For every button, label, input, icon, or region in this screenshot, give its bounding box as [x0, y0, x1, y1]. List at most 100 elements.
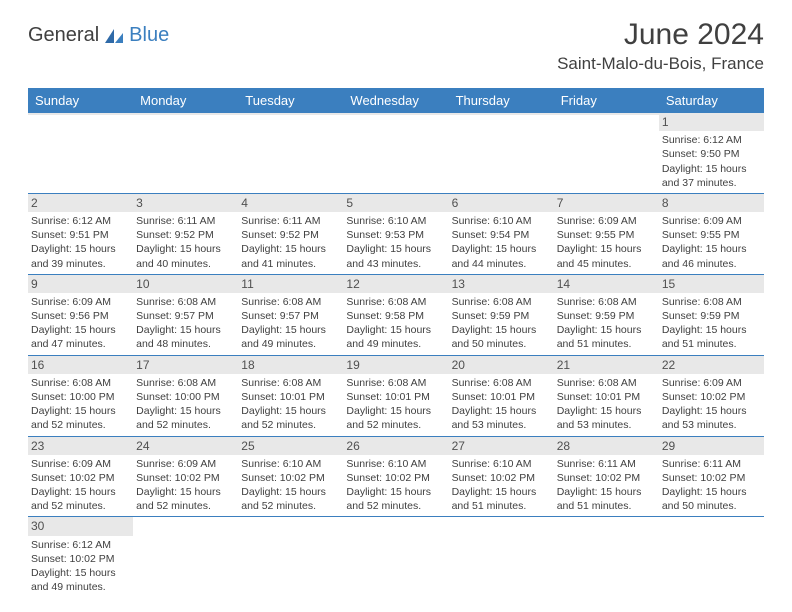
calendar-week-row: 30 Sunrise: 6:12 AMSunset: 10:02 PMDaylig…	[28, 517, 764, 597]
day-number: 25	[238, 437, 343, 455]
title-block: June 2024 Saint-Malo-du-Bois, France	[557, 18, 764, 74]
calendar-day-cell	[133, 517, 238, 597]
calendar-day-cell: 6Sunrise: 6:10 AMSunset: 9:54 PMDaylight…	[449, 193, 554, 274]
calendar-day-cell	[343, 517, 448, 597]
day-number	[343, 113, 448, 115]
day-details: Sunrise: 6:08 AMSunset: 9:59 PMDaylight:…	[662, 295, 761, 352]
day-number: 9	[28, 275, 133, 293]
calendar-day-cell: 30 Sunrise: 6:12 AMSunset: 10:02 PMDaylig…	[28, 517, 133, 597]
day-details: Sunrise: 6:10 AMSunset: 10:02 PMDaylight…	[346, 457, 445, 514]
day-details: Sunrise: 6:12 AMSunset: 9:50 PMDaylight:…	[662, 133, 761, 190]
logo: General Blue	[28, 18, 169, 47]
calendar-day-cell: 25 Sunrise: 6:10 AMSunset: 10:02 PMDaylig…	[238, 436, 343, 517]
day-number: 5	[343, 194, 448, 212]
day-number: 19	[343, 356, 448, 374]
calendar-week-row: 23Sunrise: 6:09 AMSunset: 10:02 PMDaylig…	[28, 436, 764, 517]
day-number: 4	[238, 194, 343, 212]
calendar-day-cell: 5Sunrise: 6:10 AMSunset: 9:53 PMDaylight…	[343, 193, 448, 274]
day-number	[659, 517, 764, 534]
day-number: 16	[28, 356, 133, 374]
day-details: Sunrise: 6:11 AMSunset: 9:52 PMDaylight:…	[241, 214, 340, 271]
day-details: Sunrise: 6:12 AMSunset: 9:51 PMDaylight:…	[31, 214, 130, 271]
day-number	[133, 113, 238, 115]
day-number: 8	[659, 194, 764, 212]
calendar-week-row: 1Sunrise: 6:12 AMSunset: 9:50 PMDaylight…	[28, 113, 764, 193]
day-number: 7	[554, 194, 659, 212]
logo-sail-icon	[103, 27, 125, 45]
day-details: Sunrise: 6:08 AMSunset: 10:01 PMDaylight…	[557, 376, 656, 433]
day-number: 22	[659, 356, 764, 374]
calendar-day-cell	[449, 517, 554, 597]
day-details: Sunrise: 6:08 AMSunset: 9:59 PMDaylight:…	[557, 295, 656, 352]
day-details: Sunrise: 6:08 AMSunset: 9:58 PMDaylight:…	[346, 295, 445, 352]
calendar-week-row: 16Sunrise: 6:08 AMSunset: 10:00 PMDaylig…	[28, 355, 764, 436]
day-number: 20	[449, 356, 554, 374]
day-number: 6	[449, 194, 554, 212]
calendar-day-cell: 1Sunrise: 6:12 AMSunset: 9:50 PMDaylight…	[659, 113, 764, 193]
calendar-day-cell: 3 Sunrise: 6:11 AMSunset: 9:52 PMDaylight…	[133, 193, 238, 274]
day-number: 26	[343, 437, 448, 455]
day-details: Sunrise: 6:08 AMSunset: 9:57 PMDaylight:…	[241, 295, 340, 352]
calendar-day-cell: 29 Sunrise: 6:11 AMSunset: 10:02 PMDaylig…	[659, 436, 764, 517]
calendar-day-cell	[554, 517, 659, 597]
day-details: Sunrise: 6:08 AMSunset: 10:01 PMDaylight…	[346, 376, 445, 433]
weekday-header: Saturday	[659, 88, 764, 113]
calendar-week-row: 9 Sunrise: 6:09 AMSunset: 9:56 PMDaylight…	[28, 274, 764, 355]
calendar-day-cell: 11 Sunrise: 6:08 AMSunset: 9:57 PMDayligh…	[238, 274, 343, 355]
day-details: Sunrise: 6:11 AMSunset: 10:02 PMDaylight…	[662, 457, 761, 514]
day-details: Sunrise: 6:08 AMSunset: 10:00 PMDaylight…	[136, 376, 235, 433]
day-number: 18	[238, 356, 343, 374]
calendar-day-cell: 26 Sunrise: 6:10 AMSunset: 10:02 PMDaylig…	[343, 436, 448, 517]
day-number: 23	[28, 437, 133, 455]
day-number	[238, 517, 343, 534]
calendar-day-cell: 22Sunrise: 6:09 AMSunset: 10:02 PMDaylig…	[659, 355, 764, 436]
calendar-day-cell: 10Sunrise: 6:08 AMSunset: 9:57 PMDayligh…	[133, 274, 238, 355]
day-details: Sunrise: 6:10 AMSunset: 10:02 PMDaylight…	[452, 457, 551, 514]
calendar-day-cell	[659, 517, 764, 597]
logo-text-blue: Blue	[129, 24, 169, 47]
calendar-day-cell: 2Sunrise: 6:12 AMSunset: 9:51 PMDaylight…	[28, 193, 133, 274]
weekday-header: Thursday	[449, 88, 554, 113]
day-details: Sunrise: 6:09 AMSunset: 10:02 PMDaylight…	[136, 457, 235, 514]
weekday-header: Sunday	[28, 88, 133, 113]
day-number: 30	[28, 517, 133, 535]
day-number: 29	[659, 437, 764, 455]
day-details: Sunrise: 6:12 AMSunset: 10:02 PMDaylight…	[31, 538, 130, 595]
calendar-day-cell: 21Sunrise: 6:08 AMSunset: 10:01 PMDaylig…	[554, 355, 659, 436]
calendar-week-row: 2Sunrise: 6:12 AMSunset: 9:51 PMDaylight…	[28, 193, 764, 274]
weekday-header: Tuesday	[238, 88, 343, 113]
day-details: Sunrise: 6:08 AMSunset: 10:01 PMDaylight…	[452, 376, 551, 433]
day-number: 15	[659, 275, 764, 293]
day-number: 11	[238, 275, 343, 293]
day-number	[133, 517, 238, 534]
day-number: 27	[449, 437, 554, 455]
day-number: 3	[133, 194, 238, 212]
weekday-header: Friday	[554, 88, 659, 113]
calendar-day-cell: 12Sunrise: 6:08 AMSunset: 9:58 PMDayligh…	[343, 274, 448, 355]
calendar-day-cell: 19 Sunrise: 6:08 AMSunset: 10:01 PMDaylig…	[343, 355, 448, 436]
header: General Blue June 2024 Saint-Malo-du-Boi…	[0, 0, 792, 82]
day-details: Sunrise: 6:09 AMSunset: 9:56 PMDaylight:…	[31, 295, 130, 352]
day-number: 13	[449, 275, 554, 293]
logo-text-general: General	[28, 24, 99, 47]
day-number: 17	[133, 356, 238, 374]
calendar-day-cell	[449, 113, 554, 193]
day-details: Sunrise: 6:09 AMSunset: 9:55 PMDaylight:…	[557, 214, 656, 271]
calendar-day-cell: 18Sunrise: 6:08 AMSunset: 10:01 PMDaylig…	[238, 355, 343, 436]
page-title: June 2024	[557, 18, 764, 52]
day-number	[449, 517, 554, 534]
weekday-header-row: Sunday Monday Tuesday Wednesday Thursday…	[28, 88, 764, 113]
location-subtitle: Saint-Malo-du-Bois, France	[557, 54, 764, 74]
calendar-day-cell: 27 Sunrise: 6:10 AMSunset: 10:02 PMDaylig…	[449, 436, 554, 517]
day-details: Sunrise: 6:09 AMSunset: 10:02 PMDaylight…	[31, 457, 130, 514]
day-details: Sunrise: 6:11 AMSunset: 10:02 PMDaylight…	[557, 457, 656, 514]
calendar-day-cell: 7 Sunrise: 6:09 AMSunset: 9:55 PMDaylight…	[554, 193, 659, 274]
day-details: Sunrise: 6:11 AMSunset: 9:52 PMDaylight:…	[136, 214, 235, 271]
day-number	[238, 113, 343, 115]
day-details: Sunrise: 6:10 AMSunset: 10:02 PMDaylight…	[241, 457, 340, 514]
day-details: Sunrise: 6:08 AMSunset: 9:59 PMDaylight:…	[452, 295, 551, 352]
day-number	[449, 113, 554, 115]
calendar-day-cell: 24Sunrise: 6:09 AMSunset: 10:02 PMDaylig…	[133, 436, 238, 517]
calendar-day-cell: 16Sunrise: 6:08 AMSunset: 10:00 PMDaylig…	[28, 355, 133, 436]
day-details: Sunrise: 6:09 AMSunset: 9:55 PMDaylight:…	[662, 214, 761, 271]
